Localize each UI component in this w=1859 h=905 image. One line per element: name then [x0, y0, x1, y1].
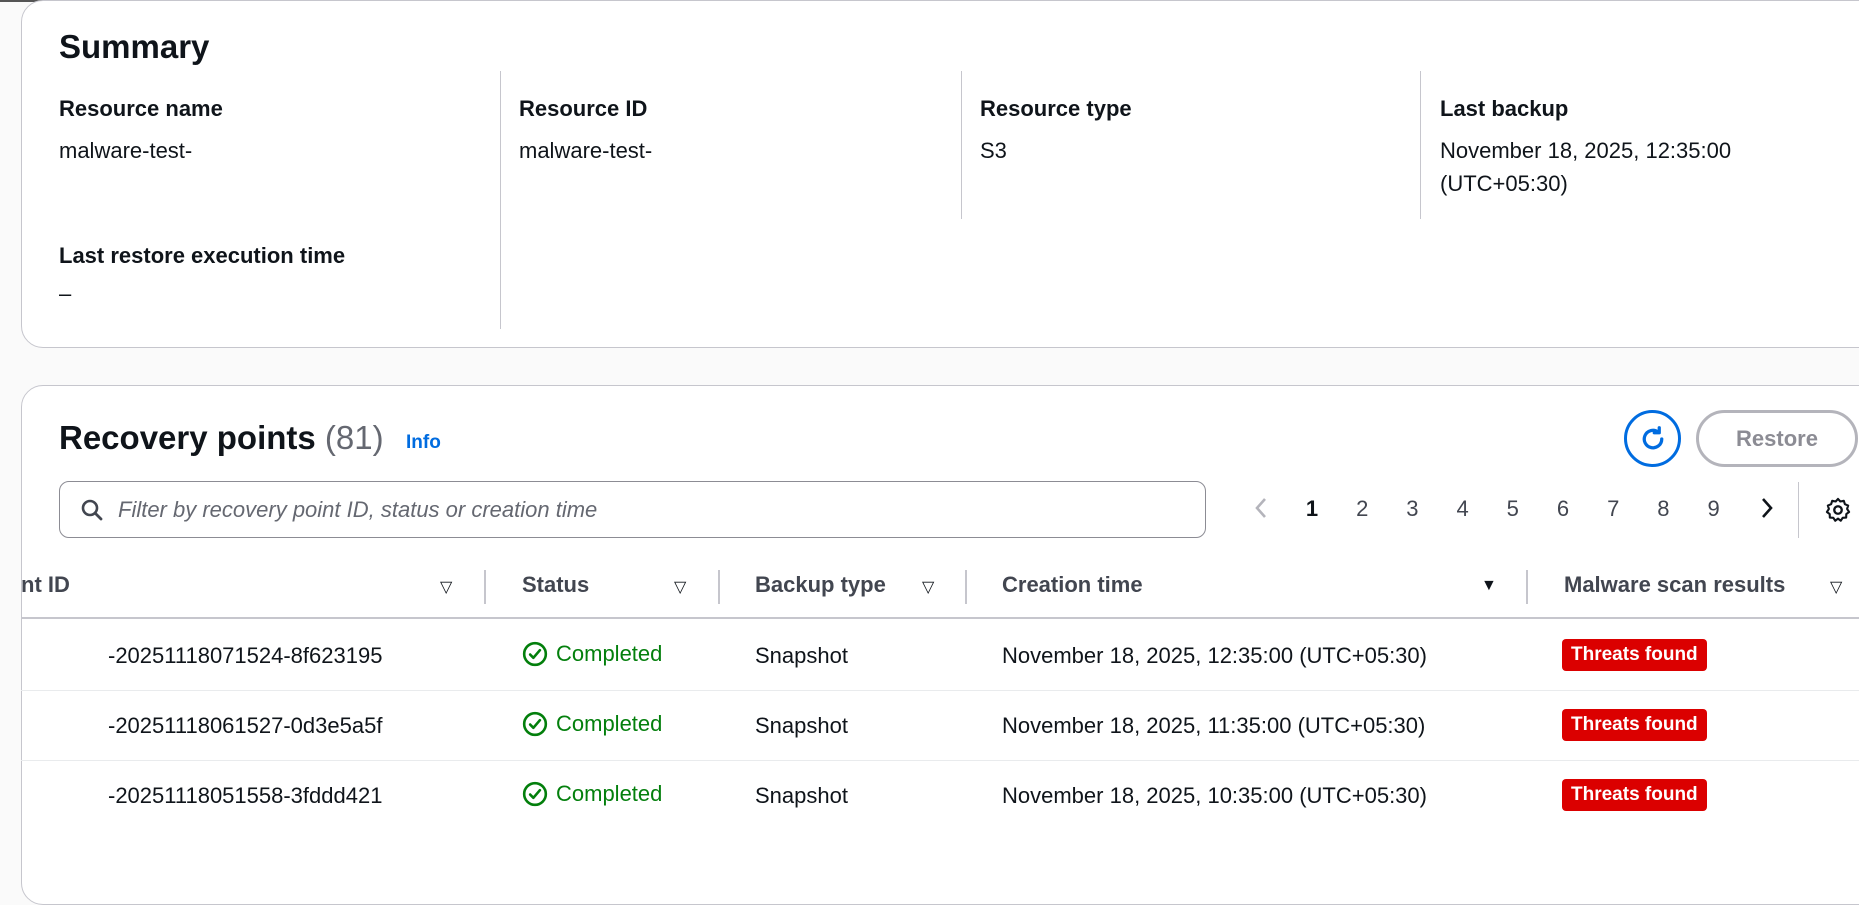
column-backup-type[interactable]: Backup type: [755, 572, 886, 597]
page-2-button[interactable]: 2: [1356, 496, 1369, 521]
filter-icon[interactable]: ▽: [922, 579, 935, 596]
title-text: Recovery points: [59, 419, 316, 456]
chevron-right-icon: [1762, 498, 1773, 518]
info-link[interactable]: Info: [406, 432, 441, 453]
page-8-button[interactable]: 8: [1657, 496, 1670, 521]
creation-time: November 18, 2025, 11:35:00 (UTC+05:30): [1002, 713, 1426, 738]
restore-button[interactable]: Restore: [1696, 410, 1858, 467]
search-input[interactable]: [118, 496, 1118, 523]
recovery-points-count: (81): [324, 419, 384, 456]
page-3-button[interactable]: 3: [1406, 496, 1419, 521]
status-text: Completed: [556, 711, 663, 736]
column-recovery-point-id[interactable]: nt ID: [21, 572, 70, 597]
resource-name-label: Resource name: [59, 96, 223, 121]
recovery-point-id[interactable]: -20251118071524-8f623195: [108, 643, 383, 668]
status-indicator: Completed: [522, 641, 662, 667]
column-status[interactable]: Status: [522, 572, 590, 597]
page-5-button[interactable]: 5: [1506, 496, 1519, 521]
refresh-button[interactable]: [1624, 410, 1681, 467]
resource-name-value: malware-test-: [59, 138, 193, 163]
column-resizer[interactable]: [965, 570, 967, 604]
last-backup-label: Last backup: [1440, 96, 1569, 121]
sort-descending-icon[interactable]: ▼: [1481, 577, 1497, 594]
check-circle-icon: [522, 711, 548, 737]
search-icon: [81, 499, 103, 520]
page-1-button[interactable]: 1: [1305, 496, 1319, 521]
creation-time: November 18, 2025, 12:35:00 (UTC+05:30): [1002, 643, 1427, 668]
chevron-left-icon: [1255, 498, 1266, 518]
summary-title: Summary: [59, 28, 210, 65]
resource-type-label: Resource type: [980, 96, 1132, 121]
divider: [1798, 482, 1799, 538]
last-restore-label: Last restore execution time: [59, 243, 346, 268]
check-circle-icon: [522, 641, 548, 667]
status-indicator: Completed: [522, 711, 662, 737]
page-9-button[interactable]: 9: [1707, 496, 1720, 521]
next-page-button[interactable]: [1752, 496, 1782, 526]
threats-found-badge: Threats found: [1562, 779, 1707, 811]
previous-page-button[interactable]: [1246, 496, 1276, 526]
last-backup-value: November 18, 2025, 12:35:00 (UTC+05:30): [1440, 138, 1732, 196]
refresh-icon: [1642, 425, 1663, 449]
threats-found-badge: Threats found: [1562, 709, 1707, 741]
backup-type: Snapshot: [755, 783, 848, 808]
threats-found-badge: Threats found: [1562, 639, 1707, 671]
recovery-point-id[interactable]: -20251118051558-3fddd421: [108, 783, 383, 808]
column-malware-scan-results[interactable]: Malware scan results: [1564, 572, 1786, 597]
recovery-points-title: Recovery points (81): [59, 419, 384, 457]
column-resizer[interactable]: [718, 570, 720, 604]
backup-type: Snapshot: [755, 643, 848, 668]
column-resizer[interactable]: [1526, 570, 1528, 604]
filter-icon[interactable]: ▽: [1830, 579, 1843, 596]
last-restore-value: –: [59, 281, 72, 306]
recovery-point-id[interactable]: -20251118061527-0d3e5a5f: [108, 713, 383, 738]
status-indicator: Completed: [522, 781, 662, 807]
status-text: Completed: [556, 781, 663, 806]
row-divider: [21, 690, 1859, 691]
page-4-button[interactable]: 4: [1456, 496, 1469, 521]
header-divider: [21, 617, 1859, 619]
status-text: Completed: [556, 641, 663, 666]
column-resizer[interactable]: [484, 570, 486, 604]
backup-type: Snapshot: [755, 713, 848, 738]
page-7-button[interactable]: 7: [1607, 496, 1620, 521]
resource-type-value: S3: [980, 138, 1007, 163]
preferences-button[interactable]: [1824, 496, 1852, 529]
divider: [1420, 71, 1421, 219]
search-field[interactable]: [59, 481, 1206, 538]
recovery-points-card: [21, 385, 1859, 905]
summary-card: [21, 0, 1859, 348]
check-circle-icon: [522, 781, 548, 807]
creation-time: November 18, 2025, 10:35:00 (UTC+05:30): [1002, 783, 1427, 808]
column-creation-time[interactable]: Creation time: [1002, 572, 1143, 597]
divider: [961, 71, 962, 219]
filter-icon[interactable]: ▽: [440, 579, 453, 596]
divider: [500, 71, 501, 329]
row-divider: [21, 760, 1859, 761]
filter-icon[interactable]: ▽: [674, 579, 687, 596]
gear-icon: [1825, 497, 1851, 522]
resource-id-value: malware-test-: [519, 138, 653, 163]
page-6-button[interactable]: 6: [1556, 496, 1570, 521]
resource-id-label: Resource ID: [519, 96, 648, 121]
